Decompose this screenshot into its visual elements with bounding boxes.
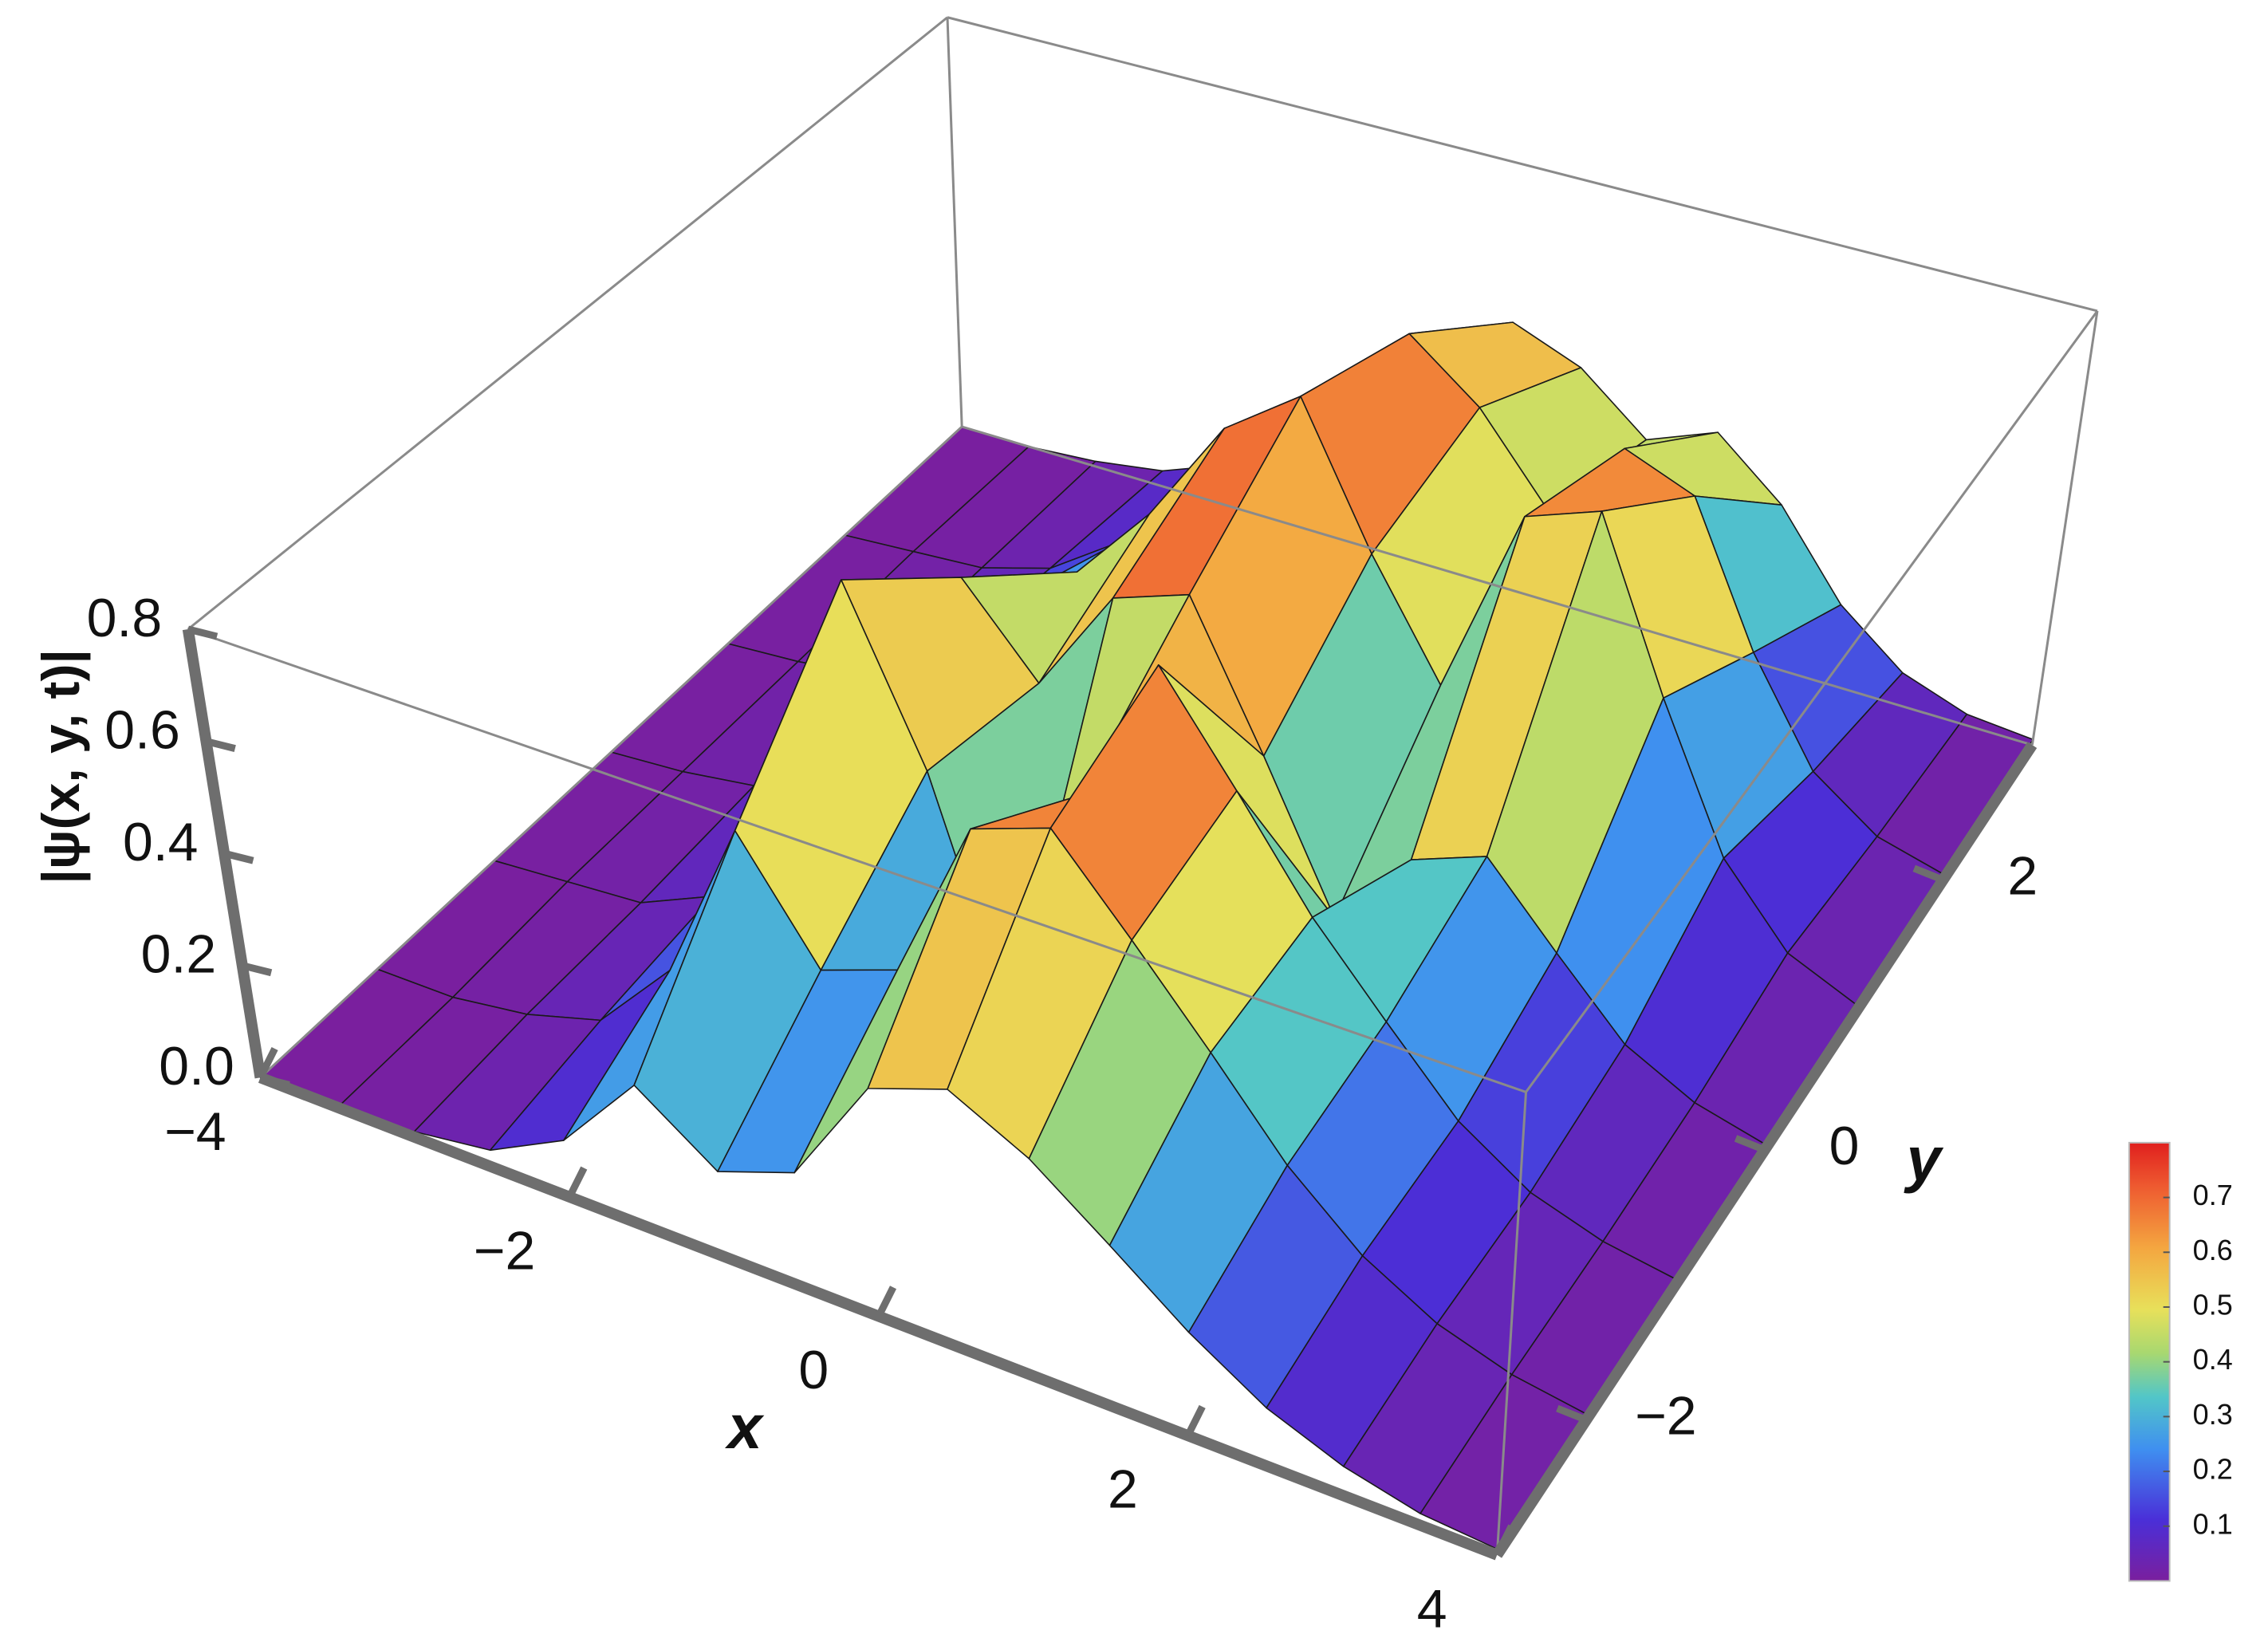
- x-tick: [257, 1046, 278, 1080]
- x-tick: [875, 1286, 897, 1318]
- z-tick: [187, 625, 219, 640]
- colorbar-tick-label: 0.5: [2193, 1288, 2233, 1321]
- x-tick-label: 0: [798, 1340, 829, 1400]
- x-axis-label: x: [724, 1392, 765, 1462]
- colorbar-tick-label: 0.1: [2193, 1507, 2233, 1540]
- box-edge: [187, 628, 1527, 1093]
- x-tick-label: −4: [164, 1101, 226, 1162]
- z-tick-label: 0.8: [87, 588, 163, 648]
- colorbar-tick-label: 0.2: [2193, 1453, 2233, 1486]
- z-tick: [205, 738, 236, 752]
- x-tick-label: −2: [474, 1220, 536, 1281]
- z-tick: [241, 962, 273, 977]
- box-edge: [259, 425, 963, 1079]
- box-edge: [961, 425, 2033, 746]
- y-tick-label: −2: [1635, 1385, 1697, 1446]
- y-tick-label: 2: [2007, 845, 2038, 906]
- x-tick: [1184, 1404, 1206, 1438]
- y-tick: [1912, 864, 1945, 884]
- z-tick: [223, 849, 254, 864]
- y-axis-label: y: [1904, 1124, 1944, 1195]
- z-tick: [259, 1073, 290, 1089]
- box-edge: [2030, 310, 2099, 746]
- z-tick-label: 0.2: [141, 924, 217, 985]
- x-tick-label: 2: [1108, 1459, 1138, 1520]
- box-edge: [947, 16, 2098, 313]
- z-tick-label: 0.6: [104, 699, 180, 760]
- z-tick-label: 0.4: [123, 812, 199, 872]
- x-tick-label: 4: [1417, 1578, 1447, 1639]
- box-edge: [1525, 310, 2099, 1093]
- y-tick-label: 0: [1829, 1116, 1860, 1176]
- box-edge: [187, 16, 948, 631]
- colorbar: [2128, 1141, 2171, 1582]
- colorbar-tick-label: 0.3: [2193, 1398, 2233, 1431]
- y-tick: [1556, 1404, 1588, 1423]
- x-tick: [566, 1166, 588, 1199]
- box-edge: [946, 17, 963, 427]
- colorbar-tick-label: 0.7: [2193, 1179, 2233, 1211]
- y-tick: [1734, 1135, 1766, 1154]
- z-axis-label: |ψ(x, y, t)|: [31, 649, 92, 884]
- colorbar-tick-label: 0.6: [2193, 1234, 2233, 1266]
- colorbar-tick-label: 0.4: [2193, 1343, 2233, 1376]
- box-edge: [1495, 1092, 1528, 1555]
- x-tick: [1494, 1524, 1515, 1557]
- z-tick-label: 0.0: [159, 1036, 234, 1097]
